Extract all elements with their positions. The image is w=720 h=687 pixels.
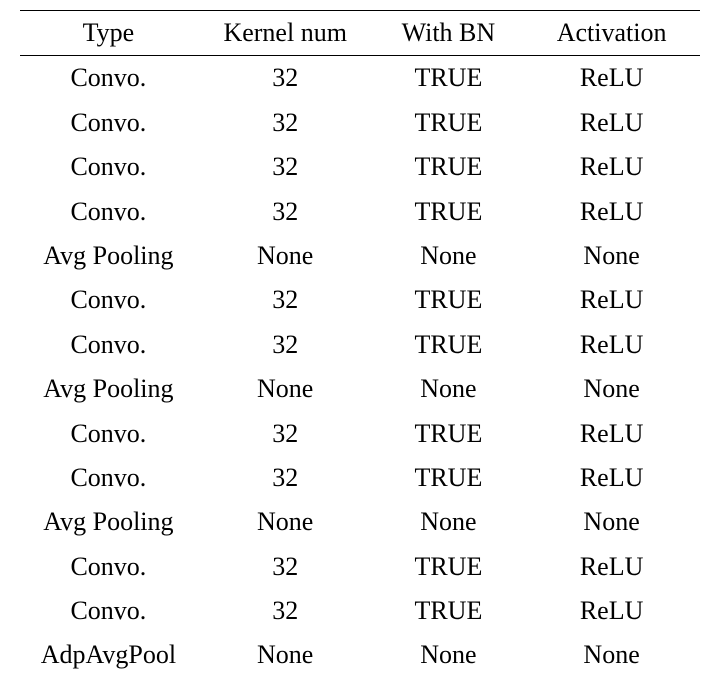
cell-kernel-num: 32	[197, 278, 374, 322]
cell-type: Convo.	[20, 323, 197, 367]
cell-activation: None	[523, 367, 700, 411]
table-body: Convo.32TRUEReLU Convo.32TRUEReLU Convo.…	[20, 56, 700, 687]
cell-activation: ReLU	[523, 412, 700, 456]
cell-type: Flatten	[20, 678, 197, 687]
cell-with-bn: TRUE	[374, 456, 524, 500]
table-header-row: Type Kernel num With BN Activation	[20, 11, 700, 56]
cell-activation: ReLU	[523, 456, 700, 500]
cell-type: Convo.	[20, 456, 197, 500]
cell-type: Avg Pooling	[20, 500, 197, 544]
cell-type: AdpAvgPool	[20, 633, 197, 677]
table-row: Convo.32TRUEReLU	[20, 278, 700, 322]
col-header-kernel-num: Kernel num	[197, 11, 374, 56]
cell-type: Convo.	[20, 190, 197, 234]
col-header-activation: Activation	[523, 11, 700, 56]
cell-kernel-num: 32	[197, 412, 374, 456]
cell-activation: ReLU	[523, 190, 700, 234]
cell-type: Convo.	[20, 412, 197, 456]
cell-activation: ReLU	[523, 56, 700, 101]
cell-with-bn: TRUE	[374, 278, 524, 322]
col-header-type: Type	[20, 11, 197, 56]
cell-kernel-num: None	[197, 500, 374, 544]
cell-activation: ReLU	[523, 145, 700, 189]
cell-activation: None	[523, 500, 700, 544]
cell-with-bn: TRUE	[374, 56, 524, 101]
table-row: Avg PoolingNoneNoneNone	[20, 500, 700, 544]
cell-kernel-num: 32	[197, 456, 374, 500]
cell-type: Convo.	[20, 589, 197, 633]
cell-kernel-num: None	[197, 678, 374, 687]
cell-activation: None	[523, 633, 700, 677]
cell-kernel-num: 32	[197, 323, 374, 367]
cell-type: Avg Pooling	[20, 234, 197, 278]
col-header-with-bn: With BN	[374, 11, 524, 56]
cell-kernel-num: 32	[197, 589, 374, 633]
cell-activation: ReLU	[523, 589, 700, 633]
cell-type: Convo.	[20, 56, 197, 101]
cell-kernel-num: None	[197, 633, 374, 677]
cell-type: Convo.	[20, 278, 197, 322]
cell-type: Avg Pooling	[20, 367, 197, 411]
network-architecture-table-container: Type Kernel num With BN Activation Convo…	[0, 0, 720, 687]
cell-kernel-num: 32	[197, 190, 374, 234]
cell-activation: ReLU	[523, 101, 700, 145]
network-architecture-table: Type Kernel num With BN Activation Convo…	[20, 10, 700, 687]
cell-with-bn: TRUE	[374, 190, 524, 234]
table-row: FlattenNoneNoneNone	[20, 678, 700, 687]
cell-with-bn: TRUE	[374, 323, 524, 367]
table-row: Convo.32TRUEReLU	[20, 545, 700, 589]
table-row: Avg PoolingNoneNoneNone	[20, 234, 700, 278]
cell-kernel-num: 32	[197, 145, 374, 189]
table-row: Convo.32TRUEReLU	[20, 456, 700, 500]
cell-activation: ReLU	[523, 323, 700, 367]
cell-with-bn: TRUE	[374, 589, 524, 633]
cell-with-bn: TRUE	[374, 145, 524, 189]
cell-kernel-num: None	[197, 367, 374, 411]
cell-with-bn: None	[374, 500, 524, 544]
cell-kernel-num: 32	[197, 545, 374, 589]
cell-with-bn: None	[374, 234, 524, 278]
cell-activation: ReLU	[523, 545, 700, 589]
cell-with-bn: TRUE	[374, 101, 524, 145]
table-row: AdpAvgPoolNoneNoneNone	[20, 633, 700, 677]
table-row: Convo.32TRUEReLU	[20, 101, 700, 145]
cell-with-bn: None	[374, 678, 524, 687]
cell-with-bn: None	[374, 367, 524, 411]
cell-activation: None	[523, 234, 700, 278]
cell-kernel-num: None	[197, 234, 374, 278]
table-row: Convo.32TRUEReLU	[20, 412, 700, 456]
table-row: Convo.32TRUEReLU	[20, 323, 700, 367]
table-row: Convo.32TRUEReLU	[20, 589, 700, 633]
cell-with-bn: TRUE	[374, 545, 524, 589]
table-row: Convo.32TRUEReLU	[20, 56, 700, 101]
cell-type: Convo.	[20, 101, 197, 145]
table-row: Convo.32TRUEReLU	[20, 145, 700, 189]
cell-kernel-num: 32	[197, 101, 374, 145]
cell-activation: None	[523, 678, 700, 687]
table-row: Convo.32TRUEReLU	[20, 190, 700, 234]
cell-type: Convo.	[20, 145, 197, 189]
cell-kernel-num: 32	[197, 56, 374, 101]
cell-type: Convo.	[20, 545, 197, 589]
table-row: Avg PoolingNoneNoneNone	[20, 367, 700, 411]
cell-activation: ReLU	[523, 278, 700, 322]
cell-with-bn: None	[374, 633, 524, 677]
cell-with-bn: TRUE	[374, 412, 524, 456]
